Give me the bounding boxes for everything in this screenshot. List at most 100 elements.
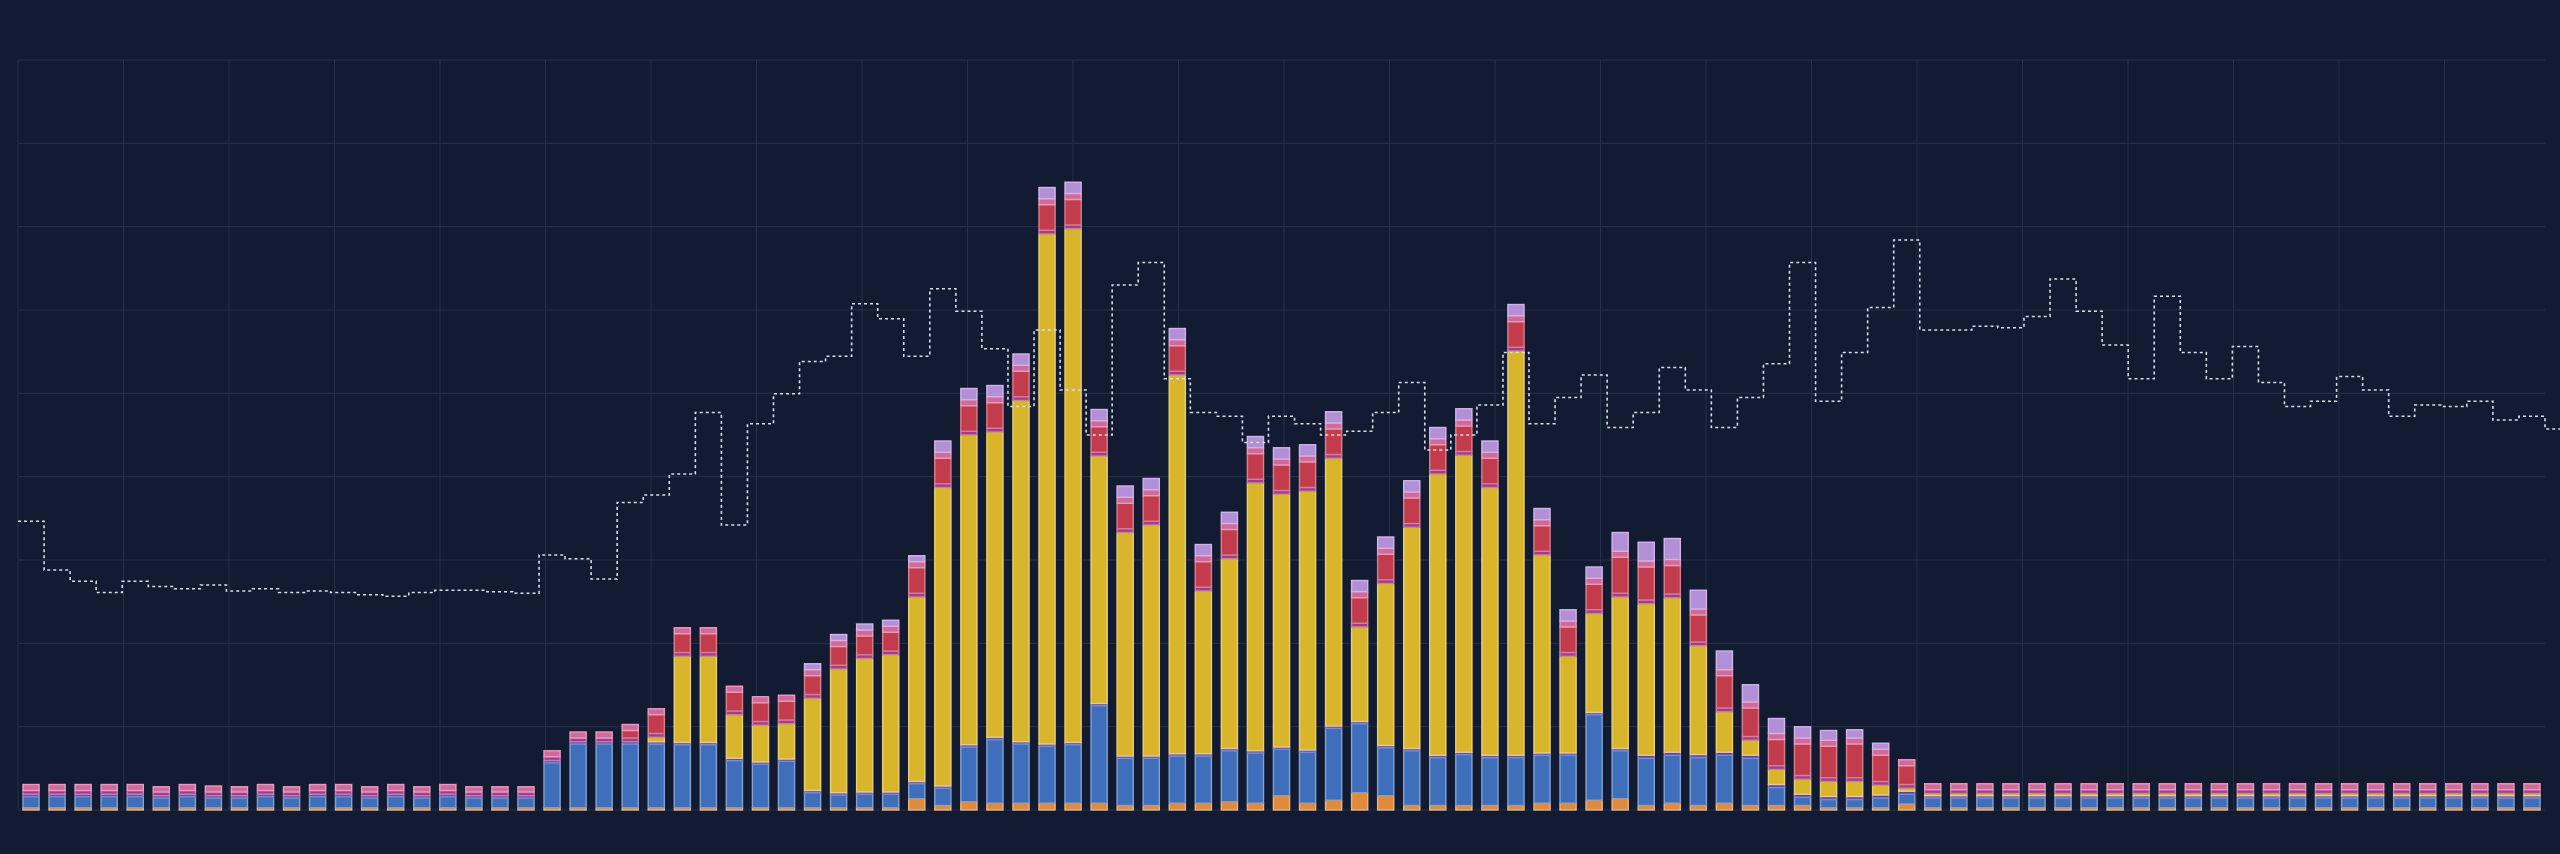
bar-pink [1715,669,1734,677]
bar-orange [986,802,1004,811]
bar-orange [908,798,926,811]
bar-pink [1116,496,1134,504]
bar-yellow [1767,768,1786,786]
bar-blue [204,797,223,809]
bar-orange [1168,802,1187,811]
bar-blue [2236,797,2255,809]
bar-red [1819,745,1838,779]
bar-red [1220,528,1239,556]
bar-blue [48,795,66,809]
bar-red [699,633,718,654]
bar-pink [74,783,92,792]
bar-blue [282,797,301,809]
bar-lavender [1064,181,1082,195]
bar-red [1064,198,1082,226]
bar-blue [699,744,718,809]
bar-red [1194,561,1213,588]
bar-pink [1611,550,1629,558]
bar-red [855,635,874,656]
bar-yellow [673,655,692,744]
bar-pink [2054,783,2072,791]
bar-blue [569,743,587,809]
bar-red [1272,464,1291,492]
bar-red [1611,556,1629,594]
bar-pink [1429,438,1447,446]
bar-blue [491,797,509,809]
bar-yellow [1819,780,1838,798]
bar-pink [1246,447,1265,455]
bar-lavender [1272,447,1291,460]
bar-pink [829,639,848,648]
bar-yellow [751,724,770,763]
bar-blue [1663,754,1682,804]
bar-blue [1429,756,1447,807]
bar-lavender [1376,536,1395,549]
bar-red [1429,444,1447,471]
bar-pink [152,786,171,793]
bar-blue [647,743,666,809]
bar-blue [2106,797,2124,809]
bar-lavender [1455,408,1473,421]
bar-pink [569,731,587,739]
bar-pink [647,708,666,716]
bar-blue [673,744,692,809]
bar-blue [803,792,822,809]
bar-blue [2366,797,2385,809]
bar-blue [621,743,639,809]
bar-yellow [1429,473,1447,756]
bar-lavender [1038,186,1056,200]
bar-blue [360,797,379,809]
bar-pink [282,786,301,793]
bar-pink [1950,783,1968,791]
bar-pink [1637,560,1656,568]
bar-yellow [1663,597,1682,753]
bar-lavender [1845,729,1864,739]
bar-blue [100,795,118,809]
bar-pink [230,786,249,793]
bar-lavender [1871,742,1890,750]
bar-yellow [1012,399,1030,743]
bar-red [881,631,900,652]
bar-pink [2158,783,2177,791]
bar-orange [1350,792,1369,811]
bar-pink [100,783,118,792]
bar-blue [1689,756,1708,807]
bar-orange [1038,802,1056,811]
bar-blue [1871,797,1890,809]
bar-pink [2366,783,2385,791]
bar-orange [1559,802,1577,811]
bar-blue [1038,745,1056,804]
bar-blue [413,797,431,809]
bar-blue [1559,754,1577,804]
bar-lavender [1533,507,1551,521]
bar-red [829,645,848,666]
bar-yellow [1220,558,1239,750]
bar-yellow [829,668,848,794]
bar-pink [1272,458,1291,466]
bar-blue [2158,797,2177,809]
bar-yellow [1402,526,1421,750]
bar-blue [1142,757,1161,807]
bar-pink [777,694,796,702]
bar-blue [517,797,535,809]
bar-blue [230,797,249,809]
bar-orange [1220,801,1239,811]
bar-blue [2262,797,2281,809]
bar-yellow [1298,490,1317,751]
bar-red [1038,204,1056,231]
bar-orange [960,801,978,811]
bar-pink [2288,783,2307,791]
bar-pink [2106,783,2124,791]
bar-blue [751,763,770,809]
bar-orange [1663,802,1682,811]
bar-pink [986,396,1004,404]
bar-lavender [1767,717,1786,735]
bar-blue [74,795,92,809]
bar-yellow [1090,455,1108,705]
bar-red [725,691,744,712]
bar-yellow [1350,626,1369,723]
bar-lavender [1246,435,1265,449]
bar-blue [178,795,197,809]
bar-yellow [1038,233,1056,745]
